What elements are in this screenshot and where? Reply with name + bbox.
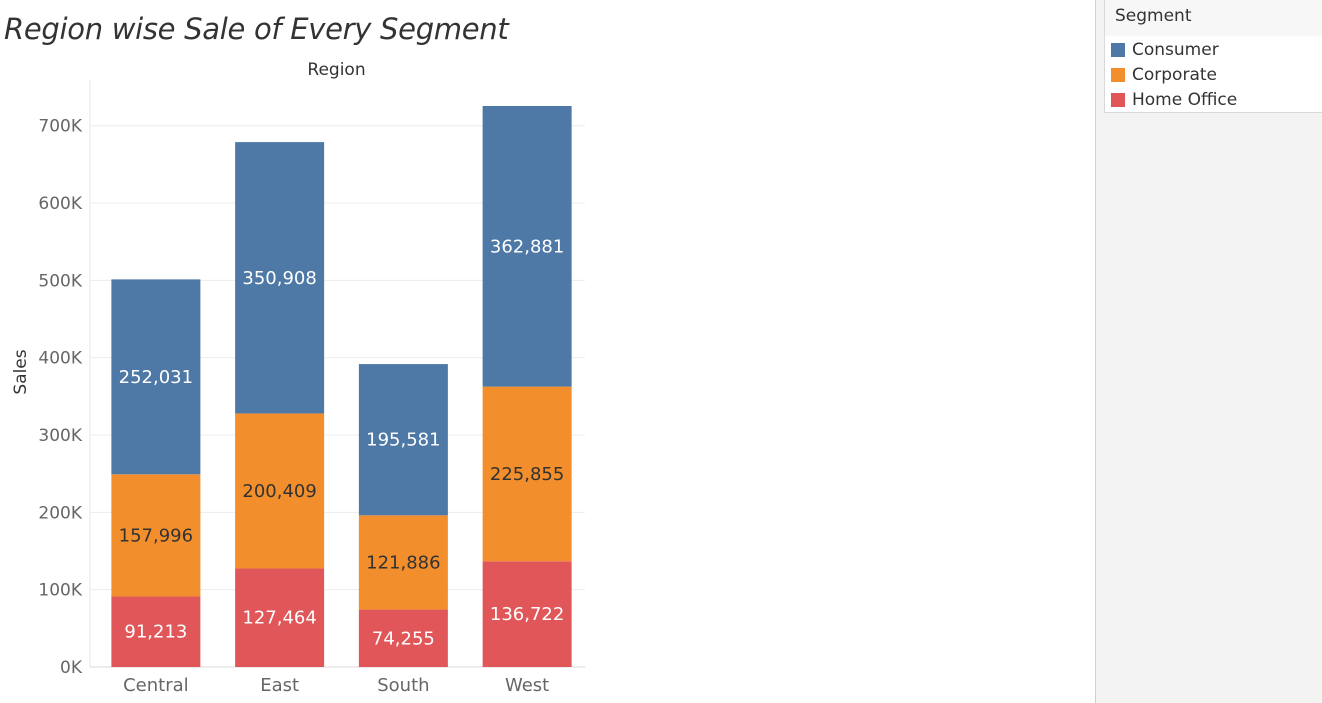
bar-segment [235, 568, 325, 667]
legend-label: Consumer [1132, 40, 1219, 60]
stacked-bar-chart: 0K 100K 200K 300K 400K 500K 600K 700K Region Sale… [11, 60, 585, 696]
data-label: 200,409 [242, 481, 316, 502]
legend-title: Segment [1115, 6, 1192, 26]
legend-label: Home Office [1132, 90, 1238, 110]
corporate-swatch [1111, 68, 1125, 82]
data-label: 362,881 [490, 236, 564, 257]
bar-segment [111, 279, 201, 475]
y-tick-label: 300K [38, 426, 82, 446]
y-axis-label: Sales [11, 349, 31, 394]
home-office-swatch [1111, 93, 1125, 107]
column-header: Region [307, 60, 365, 80]
legend-item-home-office[interactable]: Home Office [1111, 89, 1237, 111]
x-tick-label: East [260, 675, 299, 696]
x-tick-label: West [505, 675, 549, 696]
chart-title: Region wise Sale of Every Segment [4, 12, 509, 46]
bar-segment [111, 596, 201, 667]
x-tick-label: South [377, 675, 429, 696]
bar-segment [358, 515, 448, 610]
consumer-swatch [1111, 43, 1125, 57]
data-label: 127,464 [242, 608, 316, 629]
y-tick-label: 400K [38, 349, 82, 369]
x-tick-label: Central [123, 675, 189, 696]
data-label: 136,722 [490, 604, 564, 625]
bar-segment [358, 364, 448, 516]
y-tick-label: 100K [38, 581, 82, 601]
segment-legend: Segment Consumer Corporate Home Office [1104, 0, 1322, 113]
data-label: 252,031 [119, 367, 193, 388]
bar-segment [482, 106, 572, 387]
bar-segment [111, 474, 201, 597]
bar-segment [358, 609, 448, 667]
bar-segment [235, 413, 325, 569]
y-tick-label: 500K [38, 271, 82, 291]
data-label: 121,886 [366, 552, 440, 573]
data-label: 74,255 [372, 628, 435, 649]
bar-segment [482, 561, 572, 667]
side-panel [1095, 0, 1322, 703]
legend-header [1105, 0, 1322, 36]
data-label: 157,996 [119, 525, 193, 546]
bar-segment [482, 386, 572, 562]
y-tick-label: 700K [38, 117, 82, 137]
y-tick-label: 600K [38, 194, 82, 214]
y-tick-label: 200K [38, 503, 82, 523]
data-label: 350,908 [242, 268, 316, 289]
y-tick-label: 0K [60, 658, 83, 678]
legend-item-corporate[interactable]: Corporate [1111, 64, 1217, 86]
data-label: 91,213 [124, 622, 187, 643]
legend-item-consumer[interactable]: Consumer [1111, 39, 1219, 61]
legend-label: Corporate [1132, 65, 1217, 85]
data-label: 195,581 [366, 430, 440, 451]
bar-segment [235, 142, 325, 414]
data-label: 225,855 [490, 464, 564, 485]
